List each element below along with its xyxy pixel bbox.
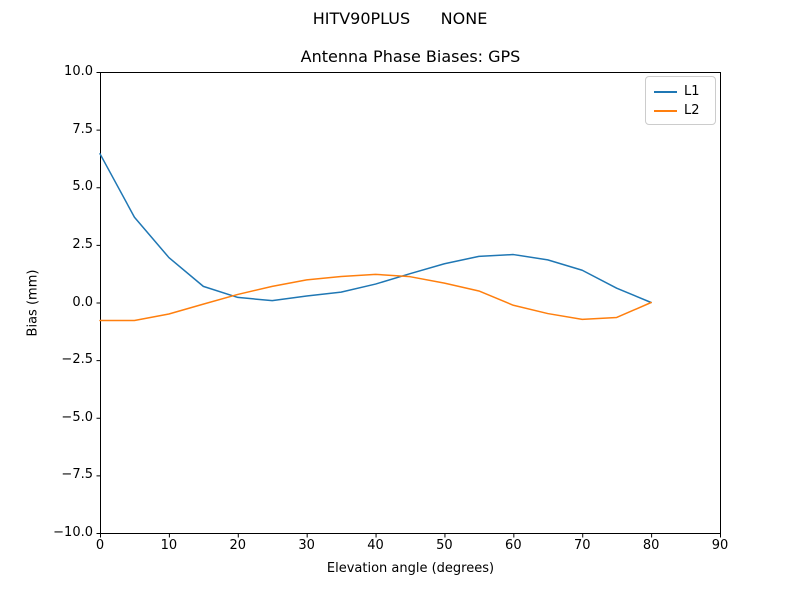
- legend-line-sample: [654, 91, 677, 93]
- y-tick-label: 7.5: [72, 121, 93, 137]
- legend: L1 L2: [645, 76, 716, 125]
- legend-item-L1: L1: [654, 83, 708, 101]
- x-tick-label: 80: [642, 538, 660, 553]
- x-tick-label: 70: [573, 538, 591, 553]
- y-tick-label: 0.0: [72, 294, 93, 310]
- line-L1: [99, 153, 652, 304]
- x-tick-label: 30: [298, 538, 315, 553]
- x-tick-label: 20: [229, 538, 247, 553]
- figure-suptitle: HITV90PLUS NONE: [312, 9, 488, 28]
- x-tick-label: 0: [95, 538, 105, 553]
- legend-item-L2: L2: [654, 102, 708, 120]
- x-axis-label: Elevation angle (degrees): [326, 561, 495, 576]
- y-tick-label: −10.0: [53, 525, 93, 540]
- x-tick-label: 50: [436, 538, 453, 553]
- y-axis-label: Bias (mm): [25, 269, 41, 337]
- x-tick-label: 10: [160, 538, 178, 553]
- y-tick-label: 10.0: [64, 64, 93, 79]
- chart-title: Antenna Phase Biases: GPS: [300, 47, 521, 66]
- x-tick-label: 90: [711, 538, 729, 553]
- legend-label: L2: [684, 103, 700, 118]
- y-tick-label: 2.5: [72, 236, 93, 252]
- x-tick-label: 60: [505, 538, 522, 553]
- y-tick-label: 5.0: [72, 179, 93, 195]
- plot-area: [96, 72, 721, 538]
- axes-frame: [100, 72, 721, 534]
- y-tick-label: −2.5: [61, 352, 93, 368]
- y-tick-label: −7.5: [61, 467, 93, 483]
- x-tick-label: 40: [367, 538, 384, 553]
- legend-label: L1: [684, 84, 700, 99]
- line-L2: [99, 273, 652, 322]
- legend-line-sample: [654, 110, 677, 112]
- y-tick-label: −5.0: [61, 409, 93, 425]
